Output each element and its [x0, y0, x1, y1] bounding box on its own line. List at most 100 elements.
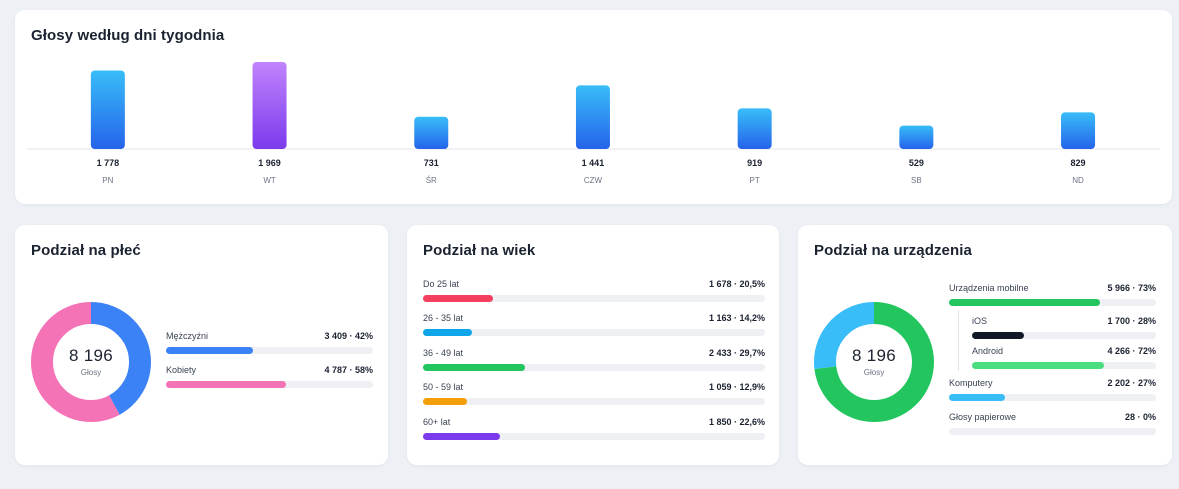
age-26-35-bar	[423, 329, 472, 336]
devices-ios-value: 1 700 · 28%	[1107, 316, 1156, 326]
gender-men-track	[166, 347, 373, 354]
devices-total-votes: 8 196	[851, 346, 897, 365]
age-36-49-track	[423, 364, 765, 371]
weekly-votes-title: Głosy według dni tygodnia	[31, 27, 225, 44]
weekly-value-wt: 1 969	[258, 158, 281, 168]
age-36-49-bar	[423, 364, 525, 371]
age-under-25-bar	[423, 295, 494, 302]
age-60-plus-track	[423, 433, 765, 440]
devices-row-computers: Komputery 2 202 · 27%	[949, 378, 1156, 402]
age-50-59-bar	[423, 398, 468, 405]
gender-women-track	[166, 381, 373, 388]
devices-donut-segment-computers	[814, 302, 934, 422]
gender-women-label: Kobiety	[166, 365, 197, 375]
age-split-title: Podział na wiek	[423, 242, 536, 259]
devices-mobile-label: Urządzenia mobilne	[949, 283, 1029, 293]
devices-android-track	[972, 362, 1156, 369]
weekly-day-nd: ND	[1072, 176, 1084, 185]
devices-row-paper: Głosy papierowe 28 · 0%	[949, 412, 1156, 436]
age-row-60-plus: 60+ lat 1 850 · 22,6%	[423, 417, 765, 441]
weekly-value-sb: 529	[909, 158, 924, 168]
age-36-49-value: 2 433 · 29,7%	[708, 348, 765, 358]
weekly-bar-sb	[899, 125, 934, 149]
weekly-day-czw: CZW	[584, 176, 603, 185]
devices-computers-label: Komputery	[949, 378, 993, 388]
devices-split-title: Podział na urządzenia	[814, 242, 972, 259]
weekly-value-nd: 829	[1071, 158, 1086, 168]
weekly-votes-card: Głosy według dni tygodnia 1 778 PN 1 969 WT…	[15, 10, 1172, 204]
devices-paper-label: Głosy papierowe	[949, 412, 1017, 422]
devices-computers-track	[949, 394, 1156, 401]
weekly-value-pt: 919	[747, 158, 762, 168]
gender-men-bar	[166, 347, 253, 354]
devices-row-ios: iOS 1 700 · 28%	[972, 316, 1156, 340]
devices-mobile-value: 5 966 · 73%	[1107, 283, 1156, 293]
gender-row-women: Kobiety 4 787 · 58%	[166, 365, 373, 389]
age-60-plus-value: 1 850 · 22,6%	[708, 417, 765, 427]
devices-android-bar	[972, 362, 1105, 369]
age-60-plus-label: 60+ lat	[423, 417, 451, 427]
age-50-59-value: 1 059 · 12,9%	[708, 382, 765, 392]
devices-paper-track	[949, 428, 1156, 435]
gender-split-card: Podział na płeć 8 196 Głosy Mężczyźni 3 …	[15, 225, 388, 465]
devices-row-android: Android 4 266 · 72%	[972, 346, 1156, 370]
age-26-35-value: 1 163 · 14,2%	[708, 313, 765, 323]
devices-row-mobile: Urządzenia mobilne 5 966 · 73%	[949, 283, 1156, 307]
devices-android-value: 4 266 · 72%	[1107, 346, 1156, 356]
devices-computers-bar	[949, 394, 1005, 401]
age-50-59-label: 50 - 59 lat	[423, 382, 464, 392]
devices-total-caption: Głosy	[863, 368, 885, 377]
gender-donut-segment-women	[31, 302, 151, 422]
gender-donut-chart	[31, 302, 151, 422]
weekly-day-śr: ŚR	[426, 176, 437, 185]
age-row-36-49: 36 - 49 lat 2 433 · 29,7%	[423, 348, 765, 372]
gender-men-label: Mężczyźni	[166, 331, 209, 341]
gender-donut-center: 8 196 Głosy	[41, 346, 141, 377]
devices-android-label: Android	[972, 346, 1004, 356]
weekly-votes-chart: 1 778 PN 1 969 WT 731 ŚR 1 441 CZW 919 PT 529 SB 829…	[27, 62, 1160, 185]
age-under-25-value: 1 678 · 20,5%	[708, 279, 765, 289]
age-26-35-track	[423, 329, 765, 336]
weekly-bar-wt	[252, 62, 287, 149]
gender-women-bar	[166, 381, 287, 388]
weekly-day-wt: WT	[263, 176, 276, 185]
devices-ios-bar	[972, 332, 1024, 339]
age-row-50-59: 50 - 59 lat 1 059 · 12,9%	[423, 382, 765, 406]
devices-computers-value: 2 202 · 27%	[1107, 378, 1156, 388]
devices-paper-value: 28 · 0%	[1124, 412, 1156, 422]
age-60-plus-bar	[423, 433, 501, 440]
devices-split-card: Podział na urządzenia 8 196 Głosy Urządz…	[798, 225, 1172, 465]
weekly-bar-nd	[1061, 112, 1096, 149]
gender-total-votes: 8 196	[68, 346, 114, 365]
devices-ios-track	[972, 332, 1156, 339]
age-split-card: Podział na wiek Do 25 lat 1 678 · 20,5% …	[407, 225, 779, 465]
devices-mobile-bar	[949, 299, 1101, 306]
devices-tree-connector	[958, 310, 959, 371]
weekly-bar-śr	[414, 116, 449, 149]
gender-split-title: Podział na płeć	[31, 242, 141, 259]
age-50-59-track	[423, 398, 765, 405]
age-under-25-label: Do 25 lat	[423, 279, 460, 289]
weekly-value-czw: 1 441	[582, 158, 605, 168]
gender-row-men: Mężczyźni 3 409 · 42%	[166, 331, 373, 355]
weekly-day-sb: SB	[911, 176, 922, 185]
devices-ios-label: iOS	[972, 316, 988, 326]
age-36-49-label: 36 - 49 lat	[423, 348, 464, 358]
devices-mobile-track	[949, 299, 1156, 306]
weekly-bar-czw	[575, 85, 610, 149]
age-row-under-25: Do 25 lat 1 678 · 20,5%	[423, 279, 765, 303]
age-26-35-label: 26 - 35 lat	[423, 313, 464, 323]
gender-total-caption: Głosy	[80, 368, 102, 377]
weekly-bar-pt	[737, 108, 772, 149]
weekly-value-śr: 731	[424, 158, 439, 168]
gender-men-value: 3 409 · 42%	[324, 331, 373, 341]
devices-donut-chart	[814, 302, 934, 422]
weekly-day-pt: PT	[750, 176, 760, 185]
weekly-value-pn: 1 778	[97, 158, 120, 168]
gender-women-value: 4 787 · 58%	[324, 365, 373, 375]
weekly-bar-pn	[90, 70, 125, 149]
age-under-25-track	[423, 295, 765, 302]
weekly-day-pn: PN	[102, 176, 113, 185]
devices-donut-center: 8 196 Głosy	[824, 346, 924, 377]
age-row-26-35: 26 - 35 lat 1 163 · 14,2%	[423, 313, 765, 337]
